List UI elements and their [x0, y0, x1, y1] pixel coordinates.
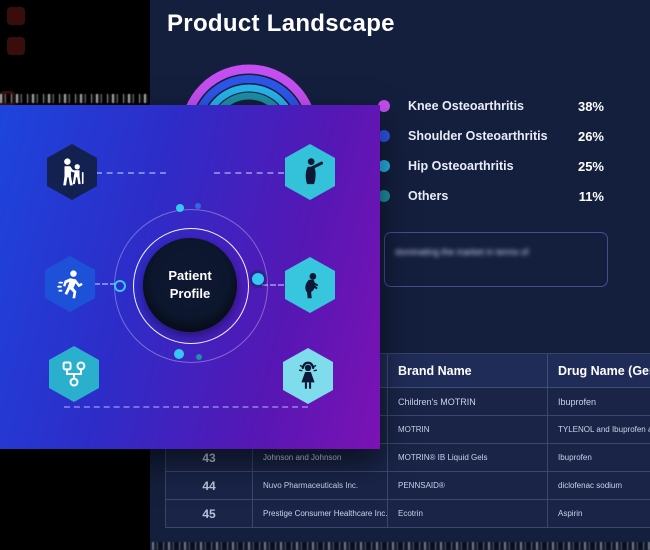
- hunched-person-icon: [305, 273, 318, 299]
- cell-drug: diclofenac sodium: [548, 472, 650, 500]
- cell-company: Prestige Consumer Healthcare Inc.: [253, 500, 388, 528]
- legend-color-dot: [378, 100, 390, 112]
- ring-dot: [174, 349, 184, 359]
- center-label-line1: Patient: [168, 268, 212, 283]
- cell-brand: MOTRIN: [388, 416, 548, 444]
- cell-drug: Aspirin: [548, 500, 650, 528]
- cell-drug: Ibuprofen: [548, 388, 650, 416]
- connector-line: [214, 172, 284, 174]
- cell-num: 45: [166, 500, 253, 528]
- hexagon-elderly-care: [47, 144, 97, 200]
- table-row: 45 Prestige Consumer Healthcare Inc. Eco…: [166, 500, 650, 528]
- inner-ring: [133, 228, 249, 344]
- legend-color-dot: [378, 190, 390, 202]
- legend-value: 26%: [577, 128, 604, 144]
- elderly-care-icon: [63, 158, 84, 186]
- cell-brand: Ecotrin: [388, 500, 548, 528]
- legend-label: Knee Osteoarthritis: [408, 99, 525, 113]
- cell-drug: TYLENOL and Ibuprofen and Acetaminophen: [548, 416, 650, 444]
- legend-value: 11%: [578, 188, 604, 204]
- patient-profile-card: Patient Profile: [0, 105, 380, 449]
- legend-label: Shoulder Osteoarthritis: [408, 129, 548, 143]
- legend-color-dot: [378, 160, 390, 172]
- cell-brand: Children's MOTRIN: [388, 388, 548, 416]
- background-mark: [7, 7, 25, 25]
- legend-label: Others: [408, 189, 449, 203]
- ring-dot: [196, 354, 202, 360]
- hexagon-branch: [49, 346, 99, 402]
- background-mark: [7, 37, 25, 55]
- ring-dot: [252, 273, 264, 285]
- header-drug: Drug Name (Generic): [548, 354, 650, 388]
- blurred-text-strip: [0, 94, 148, 103]
- legend-item: Shoulder Osteoarthritis 26%: [378, 121, 604, 151]
- legend-value: 38%: [577, 98, 604, 114]
- cell-brand: MOTRIN® IB Liquid Gels: [388, 444, 548, 472]
- branch-icon: [62, 361, 86, 387]
- table-row: 44 Nuvo Pharmaceuticals Inc. PENNSAID® d…: [166, 472, 650, 500]
- cell-brand: PENNSAID®: [388, 472, 548, 500]
- legend-label: Hip Osteoarthritis: [408, 159, 514, 173]
- cell-company: Nuvo Pharmaceuticals Inc.: [253, 472, 388, 500]
- connector-line: [94, 283, 116, 285]
- ring-dot: [195, 203, 201, 209]
- cell-drug: Ibuprofen: [548, 444, 650, 472]
- legend-item: Hip Osteoarthritis 25%: [378, 151, 604, 181]
- cell-num: 44: [166, 472, 253, 500]
- connector-line: [262, 284, 284, 286]
- ring-dot: [114, 280, 126, 292]
- ring-dot: [176, 204, 184, 212]
- stressed-person-icon: [299, 361, 317, 389]
- blurred-text-strip: [152, 542, 650, 550]
- osteoarthritis-arc-chart: [185, 64, 313, 108]
- hexagon-runner: [45, 256, 95, 312]
- redacted-note-box: dominating the market in terms of: [384, 232, 608, 287]
- header-brand: Brand Name: [388, 354, 548, 388]
- patient-profile-center: Patient Profile: [143, 238, 237, 332]
- connector-line: [64, 406, 308, 408]
- legend-color-dot: [378, 130, 390, 142]
- legend-item: Knee Osteoarthritis 38%: [378, 91, 604, 121]
- shoulder-pain-icon: [305, 158, 324, 185]
- legend-value: 25%: [577, 158, 604, 174]
- connector-line: [96, 172, 166, 174]
- hexagon-shoulder-pain: [285, 144, 335, 200]
- center-label-line2: Profile: [169, 286, 211, 301]
- legend-item: Others 11%: [378, 181, 604, 211]
- hexagon-stressed-person: [283, 348, 333, 404]
- page-title: Product Landscape: [167, 10, 395, 37]
- chart-legend: Knee Osteoarthritis 38% Shoulder Osteoar…: [378, 91, 604, 211]
- runner-icon: [57, 270, 83, 299]
- redacted-note-text: dominating the market in terms of: [395, 247, 529, 257]
- hexagon-hunched-person: [285, 257, 335, 313]
